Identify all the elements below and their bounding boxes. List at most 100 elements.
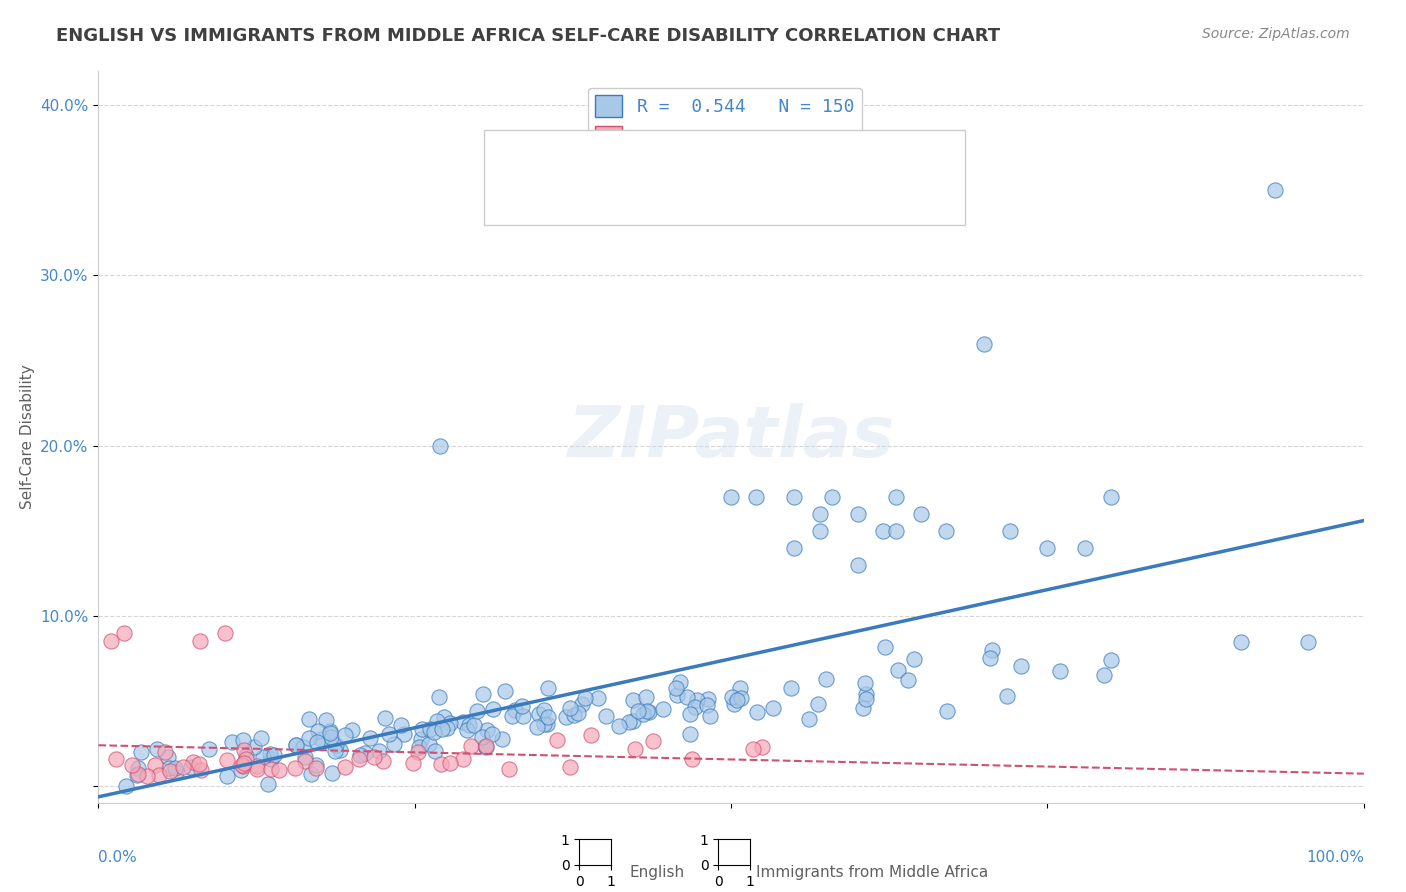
Point [609, 719, 631, 733]
Point [402, 756, 425, 770]
Point [259, 747, 281, 761]
Point [723, 698, 745, 712]
Point [979, 650, 1001, 665]
Point [873, 640, 896, 654]
Point [333, 728, 356, 742]
Text: 100.0%: 100.0% [1306, 850, 1364, 865]
Point [631, 707, 654, 722]
Point [1094, 668, 1116, 682]
Point [198, 742, 221, 756]
Point [1036, 541, 1059, 555]
Point [624, 741, 647, 756]
Point [720, 490, 742, 504]
Point [808, 524, 831, 538]
Point [685, 692, 707, 706]
FancyBboxPatch shape [484, 130, 966, 225]
Point [852, 700, 875, 714]
Point [533, 717, 555, 731]
Point [363, 750, 385, 764]
Point [872, 524, 894, 538]
Point [780, 681, 803, 695]
Point [683, 699, 706, 714]
Point [221, 735, 243, 749]
Point [235, 748, 257, 763]
Point [471, 730, 494, 744]
Point [574, 690, 596, 705]
Point [323, 743, 346, 757]
Point [231, 758, 253, 772]
Point [321, 766, 343, 780]
Point [233, 756, 256, 770]
Point [679, 707, 702, 722]
Point [697, 692, 720, 706]
Point [180, 760, 202, 774]
Point [636, 704, 658, 718]
Point [641, 733, 664, 747]
Point [935, 524, 957, 538]
Point [463, 718, 485, 732]
Point [217, 769, 239, 783]
Point [495, 684, 517, 698]
Point [426, 714, 449, 728]
Point [720, 690, 742, 705]
Point [815, 672, 838, 686]
Point [526, 720, 548, 734]
Point [100, 634, 122, 648]
Point [498, 763, 520, 777]
Point [145, 741, 167, 756]
Point [481, 727, 503, 741]
Point [309, 731, 332, 746]
Point [298, 731, 321, 745]
Point [340, 723, 363, 738]
Point [298, 713, 321, 727]
Point [163, 761, 186, 775]
Point [394, 727, 416, 741]
Point [418, 737, 440, 751]
Point [419, 722, 441, 736]
Point [512, 708, 534, 723]
Point [121, 758, 143, 772]
Text: ENGLISH VS IMMIGRANTS FROM MIDDLE AFRICA SELF-CARE DISABILITY CORRELATION CHART: ENGLISH VS IMMIGRANTS FROM MIDDLE AFRICA… [56, 27, 1000, 45]
Point [1010, 659, 1032, 673]
Point [157, 761, 180, 775]
Point [246, 759, 269, 773]
Point [436, 721, 458, 735]
Point [1099, 490, 1122, 504]
Text: Source: ZipAtlas.com: Source: ZipAtlas.com [1202, 27, 1350, 41]
Point [980, 643, 1002, 657]
Point [325, 738, 347, 752]
Point [745, 706, 768, 720]
Point [681, 751, 703, 765]
Point [411, 732, 433, 747]
Point [257, 777, 280, 791]
Point [617, 714, 640, 729]
Point [579, 728, 602, 742]
Point [433, 709, 456, 723]
Point [808, 507, 831, 521]
Point [665, 681, 688, 695]
Point [131, 745, 153, 759]
Point [127, 761, 149, 775]
Point [564, 708, 586, 723]
Point [263, 748, 285, 763]
Point [319, 730, 342, 744]
Point [1074, 541, 1097, 555]
Point [305, 761, 328, 775]
Point [491, 732, 513, 747]
Point [558, 759, 581, 773]
Point [165, 764, 187, 779]
Point [725, 693, 748, 707]
Text: 0.0%: 0.0% [98, 850, 138, 865]
Point [305, 758, 328, 772]
Point [567, 706, 589, 720]
Point [292, 740, 315, 755]
Point [537, 681, 560, 696]
Point [998, 524, 1021, 538]
Point [728, 681, 751, 696]
Point [751, 740, 773, 755]
Point [675, 690, 697, 705]
Point [855, 687, 877, 701]
Y-axis label: Self-Care Disability: Self-Care Disability [20, 365, 35, 509]
Point [995, 689, 1018, 703]
Point [1230, 635, 1253, 649]
